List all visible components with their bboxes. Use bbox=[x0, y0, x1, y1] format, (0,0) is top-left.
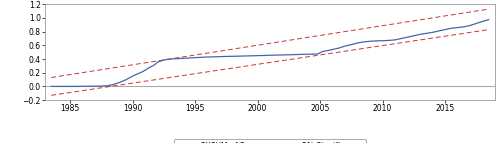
Legend: CUSUM of Squares, 5% Significance: CUSUM of Squares, 5% Significance bbox=[174, 139, 366, 143]
